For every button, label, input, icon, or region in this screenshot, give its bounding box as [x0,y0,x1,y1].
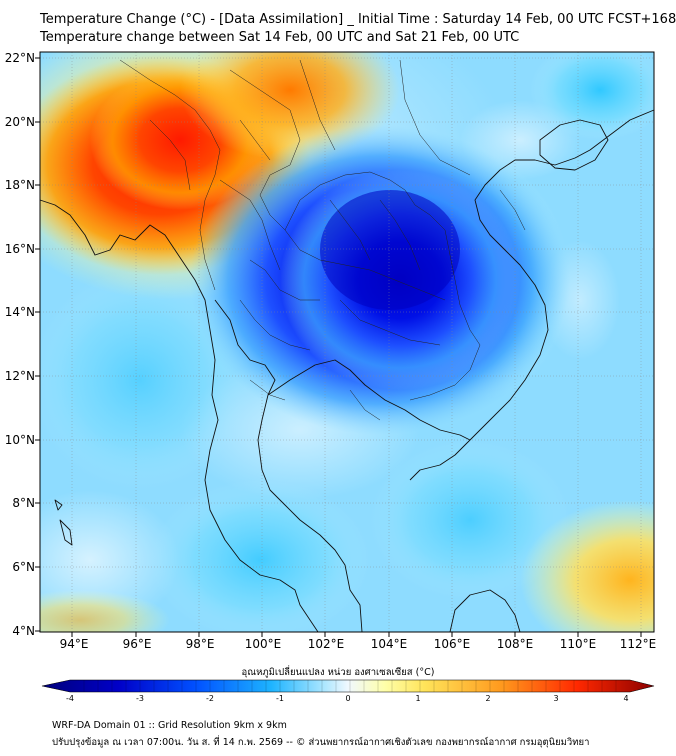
lat-label: 12°N [5,369,35,383]
colorbar-tick: 2 [485,694,490,703]
coastlines [39,109,655,633]
model-info: WRF-DA Domain 01 :: Grid Resolution 9km … [52,720,287,731]
colorbar-tick: -4 [66,694,74,703]
graticule [40,52,654,632]
lat-label: 4°N [12,624,35,638]
lon-label: 102°E [308,637,345,651]
lon-label: 100°E [245,637,282,651]
cold-anomaly-thailand-cambodia [190,125,570,435]
warm-anomaly-south-china-sea [520,500,654,632]
lon-label: 106°E [434,637,471,651]
colorbar-tick: 4 [623,694,628,703]
colorbar-bar [41,679,655,693]
colorbar-tick: 3 [553,694,558,703]
lon-label: 104°E [371,637,408,651]
lon-label: 108°E [497,637,534,651]
colorbar-label: อุณหภูมิเปลี่ยนแปลง หน่วย องศาเซลเซียส (… [241,667,435,678]
political-boundaries [119,59,526,421]
lat-label: 20°N [5,115,35,129]
tick-marks [35,57,642,637]
lat-label: 10°N [5,433,35,447]
map-subtitle: Temperature change between Sat 14 Feb, 0… [40,30,520,45]
credit-line: ปรับปรุงข้อมูล ณ เวลา 07:00น. วัน ส. ที่… [52,737,590,748]
lat-label: 18°N [5,178,35,192]
lat-label: 8°N [12,496,35,510]
colorbar-tick: 0 [345,694,350,703]
lat-label: 6°N [12,560,35,574]
lat-label: 22°N [5,51,35,65]
colorbar-tick: -2 [206,694,214,703]
colorbar-ticks: -4 -3 -2 -1 0 1 2 3 4 [66,694,629,703]
map-frame [39,51,655,633]
lat-label: 16°N [5,242,35,256]
lon-label: 110°E [560,637,597,651]
colorbar-tick: 1 [415,694,420,703]
colorbar-tick: -3 [136,694,144,703]
lat-label: 14°N [5,305,35,319]
map-title: Temperature Change (°C) - [Data Assimila… [40,12,676,27]
lon-labels: 94°E 96°E 98°E 100°E 102°E 104°E 106°E 1… [60,637,657,651]
lon-label: 98°E [186,637,215,651]
lon-label: 112°E [620,637,657,651]
temperature-field [40,52,654,632]
lon-label: 96°E [123,637,152,651]
lat-labels: 22°N 20°N 18°N 16°N 14°N 12°N 10°N 8°N 6… [5,51,35,638]
colorbar: -4 -3 -2 -1 0 1 2 3 4 [41,679,655,703]
colorbar-tick: -1 [276,694,284,703]
lon-label: 94°E [60,637,89,651]
